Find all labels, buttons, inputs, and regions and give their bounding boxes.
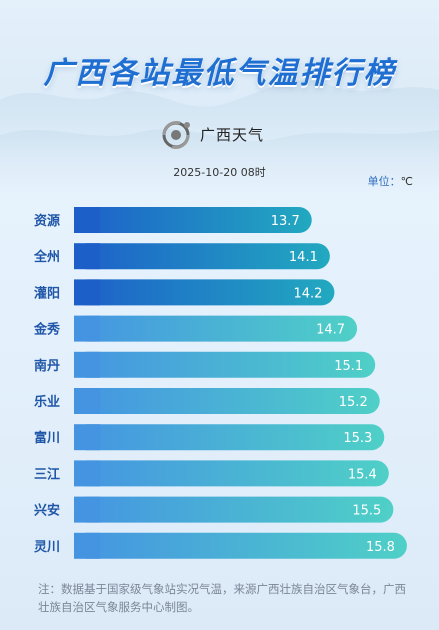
station-label: 全州 <box>33 249 60 265</box>
logo-text: 广西天气 <box>200 125 265 144</box>
value-label: 14.1 <box>289 250 318 265</box>
bar-left-edge <box>74 496 100 523</box>
bar-left-edge <box>74 388 100 414</box>
temperature-bar <box>74 207 312 233</box>
station-label: 灌阳 <box>34 285 60 301</box>
temperature-bar <box>74 388 380 414</box>
bar-left-edge <box>74 207 100 233</box>
bar-left-edge <box>74 243 100 270</box>
value-label: 15.2 <box>339 395 368 410</box>
temperature-bar <box>74 424 385 451</box>
unit-prefix: 单位： <box>367 175 401 188</box>
station-label: 南丹 <box>34 358 60 374</box>
logo: 广西天气 <box>160 118 264 150</box>
value-label: 13.7 <box>271 214 300 229</box>
bar-left-edge <box>74 460 100 487</box>
bar-left-edge <box>74 279 100 306</box>
value-label: 15.4 <box>348 467 377 482</box>
station-label: 兴安 <box>34 503 60 519</box>
temperature-bar <box>74 279 335 306</box>
temperature-bar <box>74 243 330 270</box>
bar-left-edge <box>74 315 100 342</box>
bar-left-edge <box>74 424 100 451</box>
mountain-background <box>0 80 439 200</box>
bar-left-edge <box>74 532 100 559</box>
page-title: 广西各站最低气温排行榜 <box>43 56 396 91</box>
station-label: 三江 <box>34 466 60 482</box>
station-label: 富川 <box>34 430 60 446</box>
temperature-bar <box>74 532 407 559</box>
value-label: 15.8 <box>366 540 395 555</box>
value-label: 15.3 <box>343 431 372 446</box>
footnote: 注：数据基于国家级气象站实况气温，来源广西壮族自治区气象台，广西壮族自治区气象服… <box>38 582 406 614</box>
station-label: 乐业 <box>34 394 60 410</box>
station-label: 金秀 <box>33 322 61 338</box>
temperature-bar <box>74 460 389 487</box>
value-label: 14.2 <box>293 286 322 301</box>
guangxi-weather-logo-icon <box>162 121 190 149</box>
temperature-bar <box>74 351 376 378</box>
temperature-bar-chart: 资源 13.7 全州 14.1 灌阳 14.2 金秀 14.7 南丹 15.1 乐业 15.2 富川 15… <box>33 207 407 559</box>
station-label: 资源 <box>34 213 60 229</box>
station-label: 灵川 <box>34 540 60 555</box>
value-label: 15.1 <box>334 359 363 374</box>
value-label: 14.7 <box>316 323 345 338</box>
unit-label: 单位：℃ <box>368 173 413 189</box>
temperature-bar <box>74 315 358 342</box>
unit-value: ℃ <box>400 175 413 188</box>
value-label: 15.5 <box>352 504 381 519</box>
observation-time: 2025-10-20 08时 <box>173 166 266 179</box>
temperature-bar <box>74 496 394 523</box>
bar-left-edge <box>74 351 100 378</box>
